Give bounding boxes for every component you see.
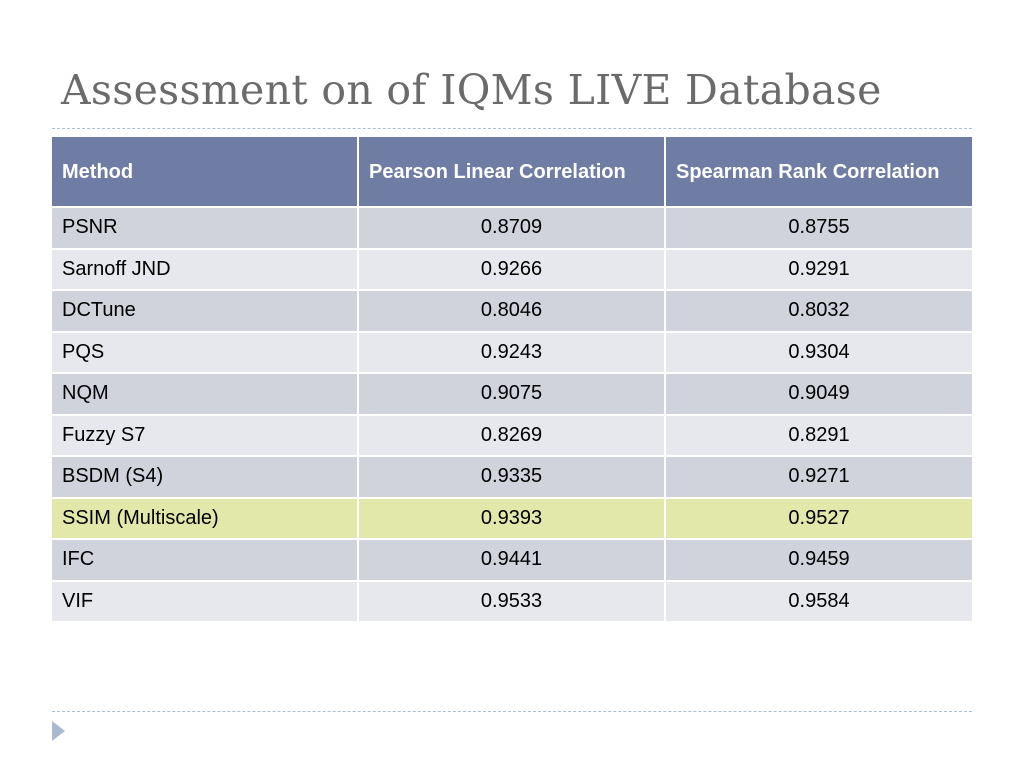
table-row: IFC 0.9441 0.9459: [52, 539, 972, 582]
pearson-cell: 0.8269: [358, 414, 666, 457]
table-header-row: Method Pearson Linear Correlation Spearm…: [52, 137, 972, 208]
method-cell: Fuzzy S7: [52, 414, 359, 457]
pearson-cell: 0.9533: [358, 580, 666, 623]
method-cell: VIF: [52, 580, 359, 623]
method-cell: PSNR: [52, 207, 359, 250]
triangle-right-icon: [52, 721, 65, 741]
spearman-cell: 0.8032: [665, 290, 972, 333]
correlation-table: Method Pearson Linear Correlation Spearm…: [52, 137, 972, 623]
header-pearson: Pearson Linear Correlation: [358, 137, 666, 208]
header-method: Method: [52, 137, 359, 208]
table-row: DCTune 0.8046 0.8032: [52, 290, 972, 333]
method-cell: IFC: [52, 539, 359, 582]
spearman-cell: 0.9459: [665, 539, 972, 582]
table-row: NQM 0.9075 0.9049: [52, 373, 972, 416]
pearson-cell: 0.9266: [358, 248, 666, 291]
pearson-cell: 0.9393: [358, 497, 666, 540]
spearman-cell: 0.9049: [665, 373, 972, 416]
method-cell: DCTune: [52, 290, 359, 333]
spearman-cell: 0.9291: [665, 248, 972, 291]
spearman-cell: 0.8291: [665, 414, 972, 457]
title-divider: [52, 128, 972, 129]
spearman-cell: 0.9584: [665, 580, 972, 623]
table-row: PSNR 0.8709 0.8755: [52, 207, 972, 250]
footer-divider: [52, 711, 972, 712]
method-cell: SSIM (Multiscale): [52, 497, 359, 540]
spearman-cell: 0.9271: [665, 456, 972, 499]
table-row: PQS 0.9243 0.9304: [52, 331, 972, 374]
method-cell: BSDM (S4): [52, 456, 359, 499]
method-cell: Sarnoff JND: [52, 248, 359, 291]
spearman-cell: 0.9304: [665, 331, 972, 374]
table-row: Fuzzy S7 0.8269 0.8291: [52, 414, 972, 457]
pearson-cell: 0.9075: [358, 373, 666, 416]
method-cell: PQS: [52, 331, 359, 374]
pearson-cell: 0.8709: [358, 207, 666, 250]
spearman-cell: 0.9527: [665, 497, 972, 540]
pearson-cell: 0.9441: [358, 539, 666, 582]
header-spearman: Spearman Rank Correlation: [665, 137, 972, 208]
method-cell: NQM: [52, 373, 359, 416]
table-row: BSDM (S4) 0.9335 0.9271: [52, 456, 972, 499]
spearman-cell: 0.8755: [665, 207, 972, 250]
pearson-cell: 0.9335: [358, 456, 666, 499]
table-row: VIF 0.9533 0.9584: [52, 580, 972, 623]
table-row: Sarnoff JND 0.9266 0.9291: [52, 248, 972, 291]
pearson-cell: 0.8046: [358, 290, 666, 333]
table-row-highlighted: SSIM (Multiscale) 0.9393 0.9527: [52, 497, 972, 540]
pearson-cell: 0.9243: [358, 331, 666, 374]
slide-title: Assessment on of IQMs LIVE Database: [61, 66, 882, 114]
